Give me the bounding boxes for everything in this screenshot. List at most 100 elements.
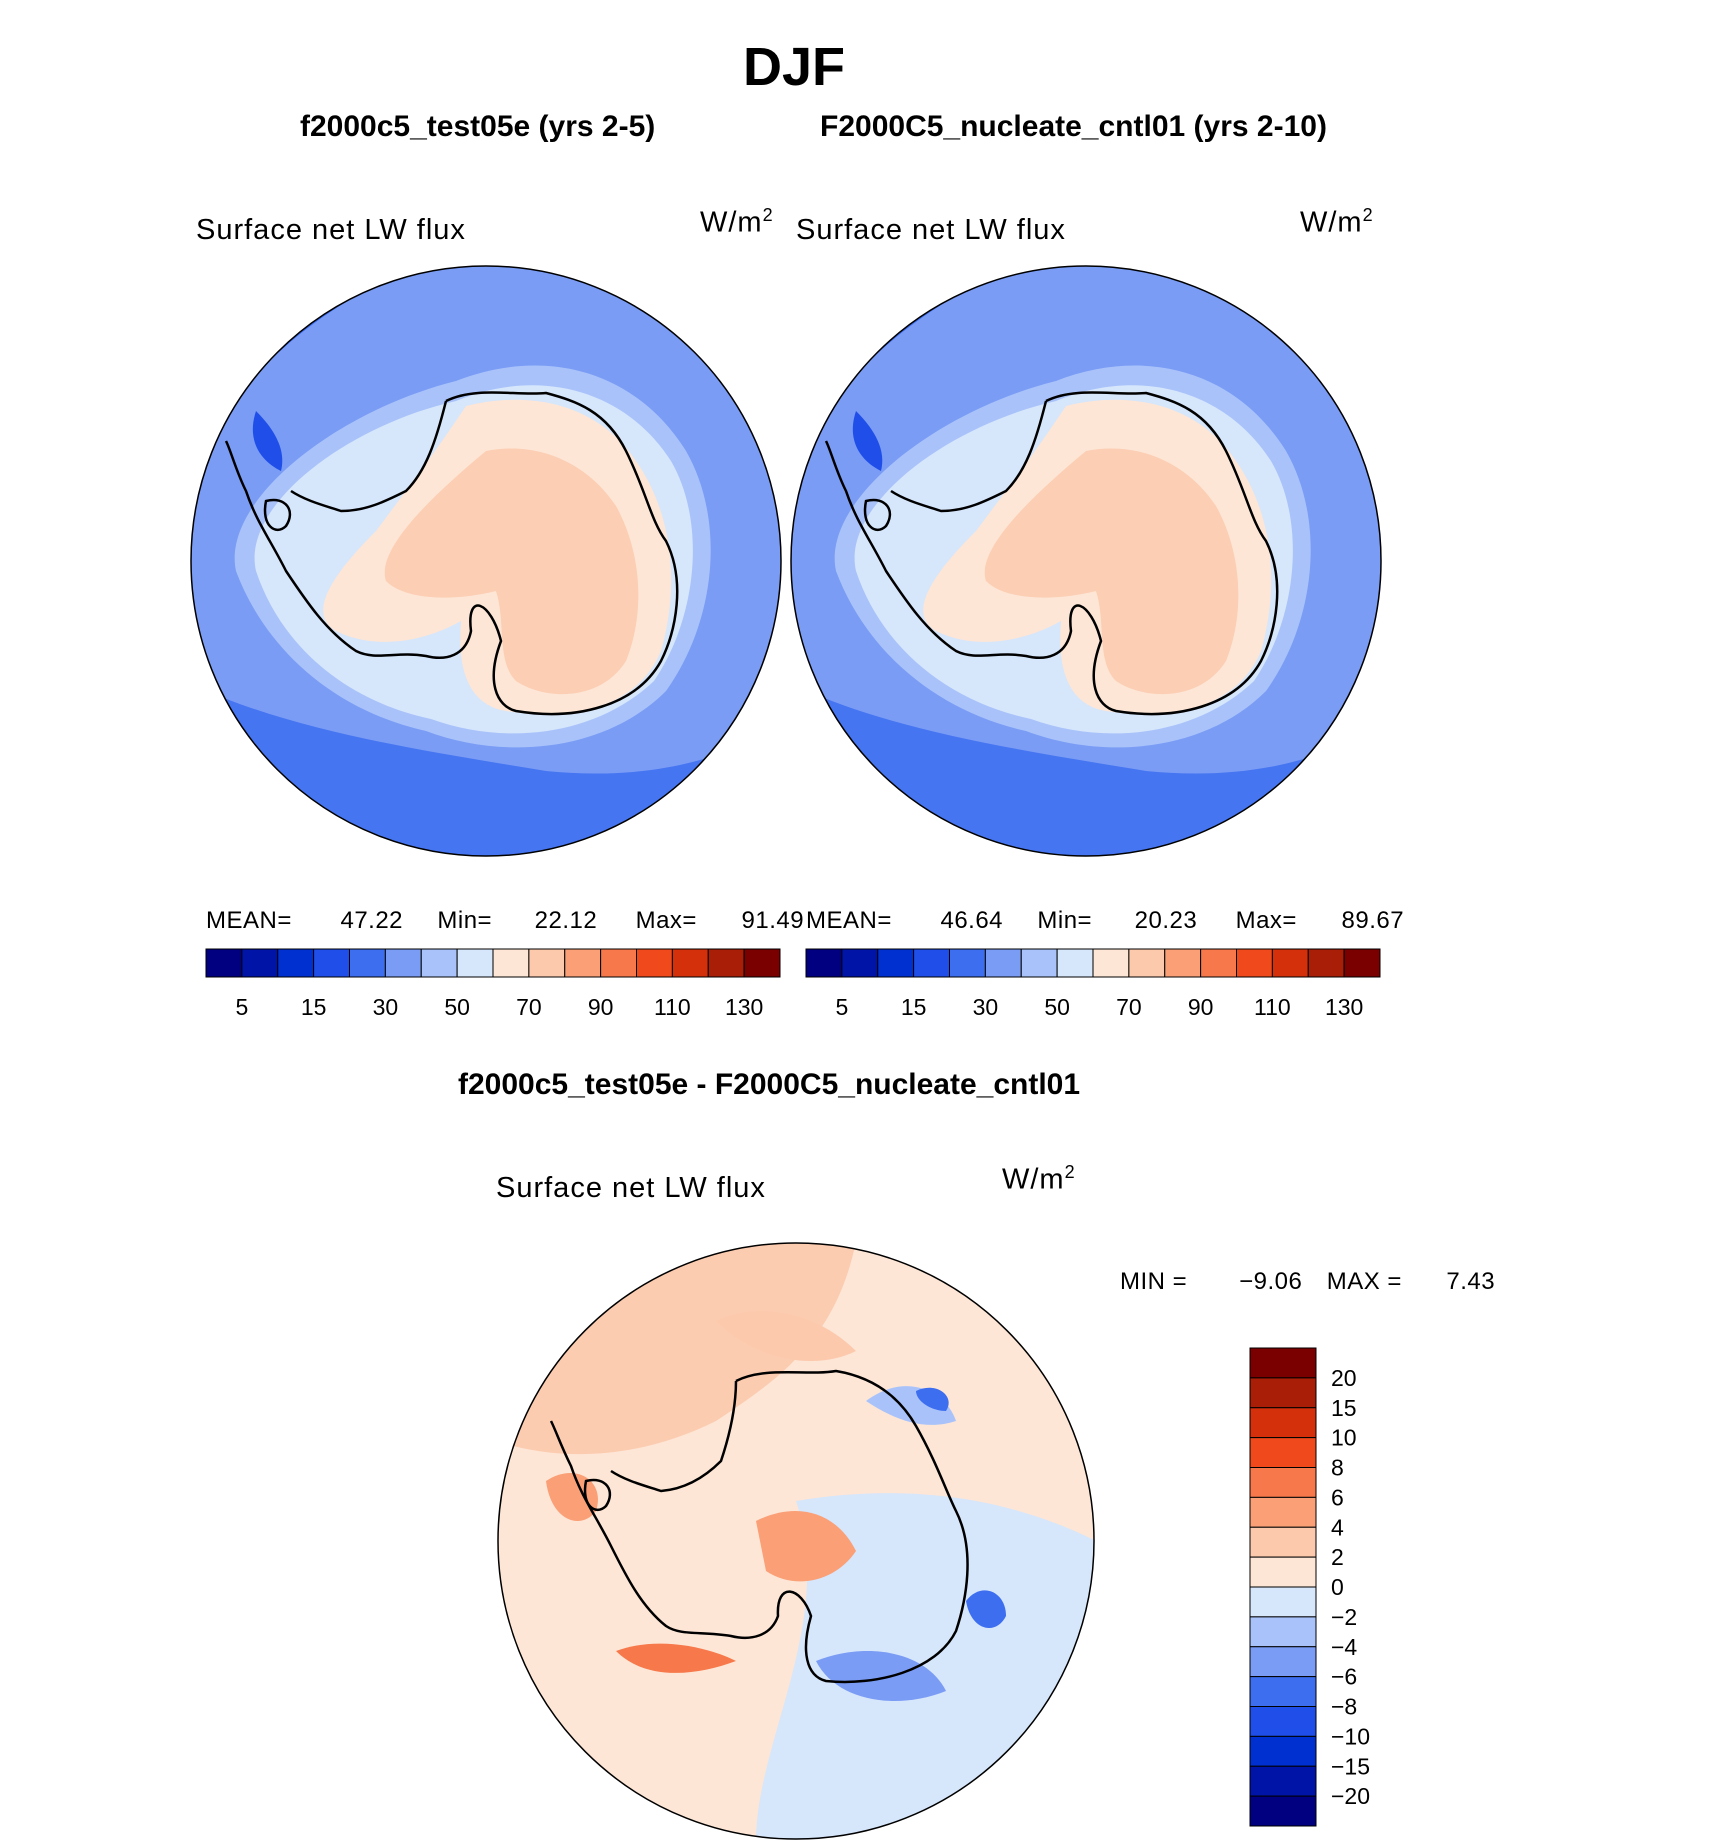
panel-1-max-label: Max= [635,907,697,934]
panel-1-min-value: 22.12 [534,907,598,934]
panel-2-colorbar-swatch [1307,948,1345,978]
panel-2-colorbar-swatch [1236,948,1273,978]
difference-colorbar-swatch [1249,1377,1317,1409]
panel-2-colorbar-tick-label: 30 [973,994,999,1020]
panel-2-colorbar-swatch [1020,948,1058,978]
panel-1-units: W/m2 [700,205,774,239]
panel-2-mean-label: MEAN= [806,907,892,934]
difference-colorbar-tick-label: −15 [1331,1753,1370,1779]
diff-min-label: MIN = [1120,1268,1188,1295]
panel-2-colorbar-swatch [984,948,1022,978]
difference-colorbar-tick-label: −6 [1331,1664,1357,1690]
difference-colorbar-tick-label: 20 [1331,1365,1357,1391]
difference-colorbar-tick-label: −2 [1331,1604,1357,1630]
difference-colorbar-swatch [1249,1676,1317,1707]
panel-1-colorbar-swatch [241,948,279,978]
difference-colorbar-swatch [1249,1616,1317,1648]
panel-1-colorbar: 5 15 30 50 70 90 110 130 [205,948,781,1020]
difference-colorbar-tick-label: −4 [1331,1634,1357,1660]
diff-stats: MIN = −9.06 MAX = 7.43 [1120,1268,1495,1296]
panel-1-colorbar-tick-label: 30 [373,994,399,1020]
figure-title: DJF [742,37,845,97]
panel-2-colorbar-swatch [1164,948,1202,978]
difference-colorbar-tick-label: 6 [1331,1484,1344,1510]
panel-2-colorbar-swatch [841,948,879,978]
difference-colorbar-swatch [1249,1646,1317,1678]
difference-colorbar-swatch [1249,1526,1317,1558]
panel-2-colorbar-tick-label: 15 [901,994,927,1020]
panel-2-colorbar-swatch [877,948,915,978]
panel-2-colorbar-swatch [1200,948,1237,978]
panel-2-min-value: 20.23 [1134,907,1198,934]
panel-2-max-value: 89.67 [1341,907,1405,934]
panel-2-colorbar-swatch [913,948,950,978]
panel-1-variable-label: Surface net LW flux [196,214,466,246]
panel-2-case-title: F2000C5_nucleate_cntl01 (yrs 2-10) [820,110,1327,143]
difference-colorbar-swatch [1249,1556,1317,1588]
difference-colorbar-swatch [1249,1437,1317,1468]
diff-max-value: 7.43 [1446,1268,1496,1295]
panel-1-colorbar-swatch [456,948,494,978]
panel-1-colorbar-swatch [492,948,530,978]
panel-2-colorbar-tick-label: 110 [1254,994,1291,1020]
difference-colorbar-swatch [1249,1407,1317,1439]
panel-2-colorbar-tick-label: 90 [1188,994,1214,1020]
panel-2-colorbar-tick-label: 5 [835,994,848,1020]
panel-1-colorbar-tick-label: 15 [301,994,327,1020]
panel-1-colorbar-swatch [420,948,458,978]
panel-1-case-title: f2000c5_test05e (yrs 2-5) [300,110,656,143]
panel-1-colorbar-tick-label: 50 [444,994,470,1020]
panel-1-colorbar-tick-label: 5 [235,994,248,1020]
panel-1-colorbar-tick-label: 90 [588,994,614,1020]
panel-2-colorbar-tick-label: 70 [1116,994,1142,1020]
panel-2-colorbar: 5 15 30 50 70 90 110 130 [805,948,1381,1020]
panel-1-colorbar-swatch [564,948,602,978]
panel-1-colorbar-swatch [205,948,243,978]
panel-1-colorbar-swatch [528,948,566,978]
diff-variable-label: Surface net LW flux [496,1172,766,1204]
difference-colorbar-tick-label: 15 [1331,1395,1357,1421]
panel-1-colorbar-tick-label: 70 [516,994,542,1020]
difference-colorbar-tick-label: −10 [1331,1723,1370,1749]
panel-2-colorbar-swatch [1056,948,1094,978]
panel-2-stats: MEAN= 46.64 Min= 20.23 Max= 89.67 [806,907,1404,935]
difference-colorbar-tick-label: 8 [1331,1455,1344,1481]
panel-2-colorbar-swatch [1128,948,1166,978]
panel-1-stats: MEAN= 47.22 Min= 22.12 Max= 91.49 [206,907,804,935]
panel-1-colorbar-swatch [277,948,315,978]
difference-colorbar-tick-label: 2 [1331,1544,1344,1570]
difference-colorbar-tick-label: 0 [1331,1574,1344,1600]
difference-colorbar-tick-label: 4 [1331,1514,1344,1540]
panel-1-colorbar-swatch [384,948,422,978]
panel-2-colorbar-swatch [1271,948,1309,978]
panel-1-colorbar-swatch [636,948,673,978]
difference-colorbar-swatch [1249,1496,1317,1528]
panel-2-colorbar-swatch [1092,948,1130,978]
panel-1-colorbar-swatch [671,948,709,978]
panel-1-colorbar-swatch [707,948,745,978]
panel-1-min-label: Min= [437,907,493,934]
difference-colorbar-swatch [1249,1735,1317,1767]
panel-2-mean-value: 46.64 [940,907,1004,934]
difference-colorbar-swatch [1249,1347,1317,1379]
panel-2-colorbar-tick-label: 50 [1044,994,1070,1020]
panel-1-colorbar-swatch [743,948,781,978]
difference-colorbar-tick-label: −8 [1331,1694,1357,1720]
diff-units: W/m2 [1002,1162,1076,1196]
panel-1-mean-value: 47.22 [340,907,404,934]
panel-1-polar-map [190,265,782,857]
difference-colorbar-swatch [1249,1586,1317,1618]
panel-1-colorbar-swatch [600,948,637,978]
difference-colorbar-swatch [1249,1765,1317,1797]
panel-2-colorbar-swatch [805,948,843,978]
difference-colorbar-tick-label: 10 [1331,1425,1357,1451]
diff-max-label: MAX = [1326,1268,1402,1295]
panel-2-colorbar-swatch [949,948,986,978]
diff-min-value: −9.06 [1239,1268,1303,1295]
panel-2-max-label: Max= [1235,907,1297,934]
panel-2-colorbar-tick-label: 130 [1325,994,1363,1020]
difference-title: f2000c5_test05e - F2000C5_nucleate_cntl0… [458,1068,1081,1101]
panel-1-mean-label: MEAN= [206,907,292,934]
